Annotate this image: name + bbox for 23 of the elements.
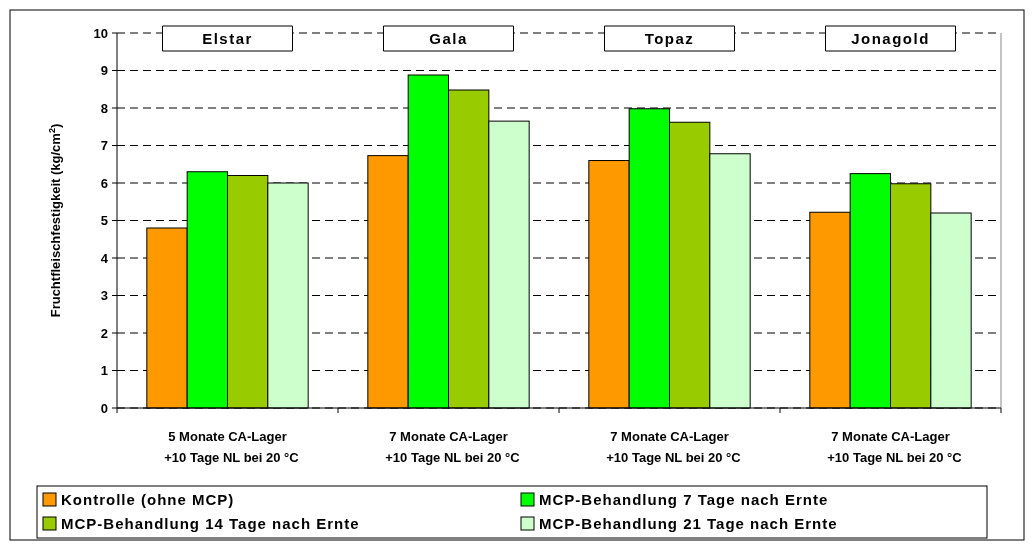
y-tick-label: 7: [100, 138, 108, 154]
annotation: Gala: [429, 30, 468, 47]
x-tick-label: 7 Monate CA-Lager +10 Tage NL bei 20 °C: [606, 429, 742, 465]
x-tick-label: 5 Monate CA-Lager +10 Tage NL bei 20 °C: [164, 429, 300, 465]
legend-label: MCP-Behandlung 14 Tage nach Ernte: [61, 515, 360, 533]
annotation: Elstar: [202, 30, 253, 47]
legend-label: MCP-Behandlung 21 Tage nach Ernte: [539, 515, 838, 533]
y-tick-label: 8: [100, 100, 108, 116]
legend-label: MCP-Behandlung 7 Tage nach Ernte: [539, 491, 829, 509]
x-tick-label: 7 Monate CA-Lager +10 Tage NL bei 20 °C: [385, 429, 521, 465]
y-tick-label: 3: [100, 288, 108, 304]
annotation: Topaz: [644, 30, 695, 47]
y-tick-label: 4: [100, 250, 109, 266]
y-tick-label: 10: [93, 25, 108, 41]
x-tick-label: 7 Monate CA-Lager +10 Tage NL bei 20 °C: [827, 429, 963, 465]
y-tick-label: 1: [100, 363, 108, 379]
legend-label: Kontrolle (ohne MCP): [61, 491, 235, 509]
annotation: Jonagold: [851, 30, 930, 47]
y-tick-label: 9: [100, 63, 108, 79]
y-tick-label: 0: [100, 400, 108, 416]
y-tick-label: 6: [100, 175, 108, 191]
y-tick-label: 2: [100, 325, 108, 341]
y-tick-label: 5: [100, 213, 108, 229]
